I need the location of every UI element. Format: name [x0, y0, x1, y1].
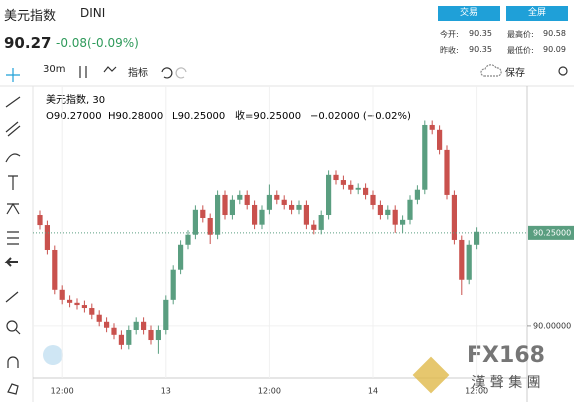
candle-body	[414, 189, 420, 200]
legend-change: −0.02000 (−0.02%)	[310, 111, 411, 122]
stat-value: 90.58	[543, 29, 566, 38]
candle-body	[370, 194, 376, 205]
candle-body	[281, 199, 287, 205]
candle-body	[259, 209, 265, 225]
stat-value: 90.35	[469, 29, 492, 38]
stat-value: 90.09	[543, 45, 566, 54]
watermark-name: 漢 聲 集 團	[471, 374, 540, 391]
candle-body	[252, 204, 258, 225]
candle-body	[192, 209, 198, 235]
candle-body	[400, 219, 406, 225]
candle-body	[296, 204, 302, 210]
candle-body	[266, 194, 272, 210]
candle-body	[422, 124, 428, 190]
candle-body	[459, 239, 465, 280]
candle-body	[59, 289, 65, 300]
x-tick-label: 14	[368, 387, 378, 396]
candle-body	[89, 308, 95, 315]
y-tick-label: 90.00000	[533, 321, 571, 330]
candle-body	[111, 327, 117, 335]
candle-body	[163, 299, 169, 330]
candle-body	[126, 329, 132, 345]
legend-low: L90.25000	[172, 111, 225, 122]
x-tick-label: 13	[161, 387, 171, 396]
candle-body	[74, 302, 80, 306]
watermark-logo	[412, 356, 450, 394]
candle-body	[81, 305, 87, 309]
candle-body	[178, 244, 184, 270]
symbol: 美元指数	[4, 9, 57, 24]
candle-body	[451, 194, 457, 240]
candle-body	[377, 204, 383, 216]
legend-close: 收=90.25000	[235, 109, 301, 122]
stat-label: 最高价:	[507, 30, 534, 39]
stat-label: 昨收:	[440, 46, 459, 55]
candle-body	[155, 329, 161, 341]
stat-value: 90.35	[469, 45, 492, 54]
candle-body	[407, 199, 413, 220]
candle-body	[466, 244, 472, 280]
candle-body	[474, 231, 480, 245]
x-tick-label: 12:00	[465, 387, 488, 396]
toolbar-icons	[4, 64, 568, 395]
stat-label: 今开:	[440, 30, 459, 39]
stat-label: 最低价:	[507, 46, 534, 55]
candle-body	[363, 187, 369, 195]
interval[interactable]: 30m	[43, 64, 66, 75]
candle-body	[229, 199, 235, 216]
candle-body	[133, 321, 139, 330]
change: -0.08(-0.09%)	[56, 36, 139, 50]
x-tick-label: 12:00	[51, 387, 74, 396]
candle-body	[118, 334, 124, 345]
watermark-brand: FX168	[467, 343, 545, 368]
save[interactable]: 保存	[505, 68, 525, 79]
candle-body	[185, 234, 191, 245]
candle-body	[104, 321, 110, 328]
candle-body	[444, 149, 450, 195]
candle-body	[333, 174, 339, 181]
last-price-box	[528, 225, 574, 240]
candle-body	[37, 215, 43, 226]
code: DINI	[80, 6, 106, 20]
x-tick-label: 12:00	[258, 387, 281, 396]
candle-body	[392, 209, 398, 225]
cloud-button[interactable]	[43, 345, 63, 365]
candle-body	[44, 225, 50, 250]
candle-body	[67, 299, 73, 303]
indicators[interactable]: 指标	[128, 68, 148, 79]
candle-body	[385, 209, 391, 216]
legend-open: O90.27000	[46, 111, 102, 122]
fullscreen-button[interactable]: 全屏	[506, 6, 568, 21]
candle-body	[311, 224, 317, 230]
last-price-label: 90.25000	[533, 228, 571, 237]
candle-body	[429, 124, 435, 130]
candle-body	[52, 249, 58, 290]
candle-body	[244, 194, 250, 205]
candle-body	[170, 269, 176, 300]
price: 90.27	[4, 34, 52, 52]
candle-body	[141, 321, 147, 330]
candle-body	[355, 187, 361, 190]
candle-body	[274, 194, 280, 200]
candle-body	[96, 314, 102, 322]
candle-body	[289, 204, 295, 210]
candle-body	[148, 329, 154, 341]
candle-body	[326, 174, 332, 216]
candle-body	[348, 184, 354, 190]
legend-high: H90.28000	[108, 111, 163, 122]
trade-button[interactable]: 交易	[438, 6, 500, 21]
candle-body	[222, 194, 228, 216]
candle-body	[200, 209, 206, 218]
candle-body	[340, 180, 346, 185]
legend-title: 美元指数, 30	[46, 93, 105, 106]
candle-body	[303, 204, 309, 225]
candle-body	[215, 194, 221, 235]
candle-body	[207, 217, 213, 235]
candle-body	[237, 194, 243, 200]
candle-body	[437, 129, 443, 150]
candle-body	[318, 215, 324, 230]
